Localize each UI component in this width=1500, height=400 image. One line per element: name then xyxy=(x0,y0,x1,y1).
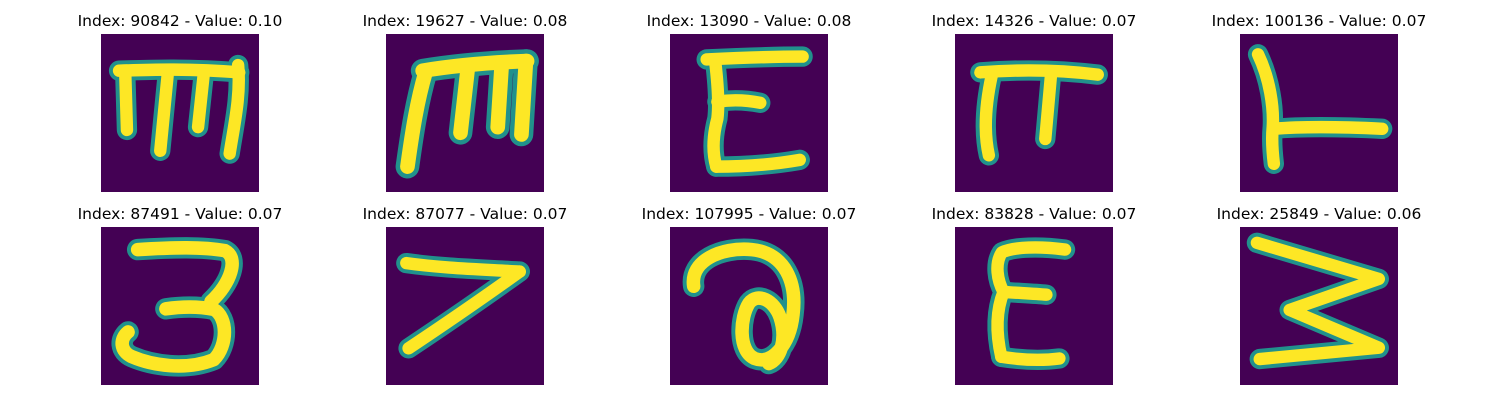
panel-title: Index: 25849 - Value: 0.06 xyxy=(1216,205,1422,223)
glyph-image-pi-shape xyxy=(955,34,1113,192)
panel-title: Index: 13090 - Value: 0.08 xyxy=(646,12,852,30)
glyph-image-e-shape xyxy=(670,34,828,192)
glyph-image-loop-shape xyxy=(670,227,828,385)
glyph-image-three-shape xyxy=(101,227,259,385)
panel-title: Index: 107995 - Value: 0.07 xyxy=(641,205,857,223)
glyph-image-epsilon-shape xyxy=(955,227,1113,385)
glyph-image-l-shape xyxy=(1240,34,1398,192)
panel-title: Index: 90842 - Value: 0.10 xyxy=(77,12,283,30)
glyph-image-m-shape xyxy=(101,34,259,192)
panel-title: Index: 19627 - Value: 0.08 xyxy=(362,12,568,30)
panel-title: Index: 87491 - Value: 0.07 xyxy=(77,205,283,223)
panel-title: Index: 100136 - Value: 0.07 xyxy=(1211,12,1427,30)
glyph-image-m-shape-bold xyxy=(386,34,544,192)
panel-title: Index: 14326 - Value: 0.07 xyxy=(931,12,1137,30)
panel-title: Index: 87077 - Value: 0.07 xyxy=(362,205,568,223)
panel-title: Index: 83828 - Value: 0.07 xyxy=(931,205,1137,223)
glyph-image-seven-shape xyxy=(386,227,544,385)
glyph-image-zigzag-shape xyxy=(1240,227,1398,385)
